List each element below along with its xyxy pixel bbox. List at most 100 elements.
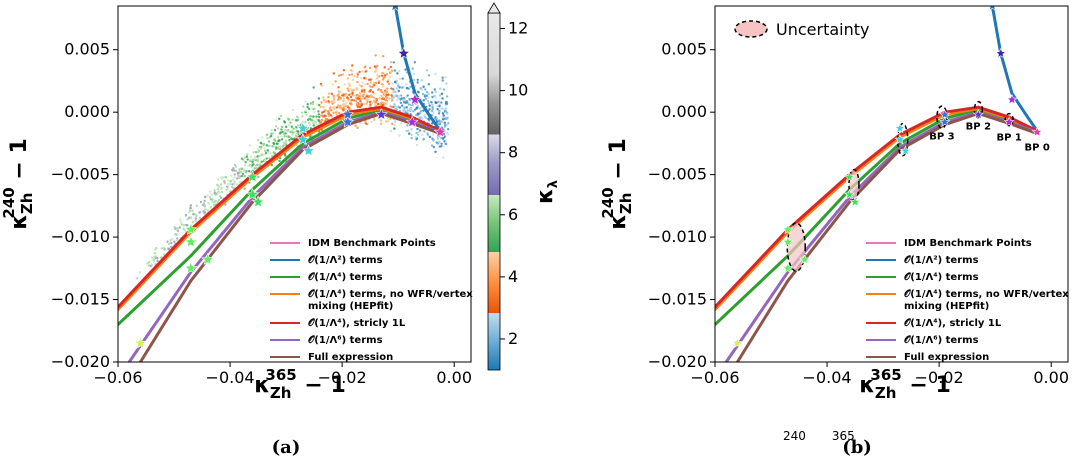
scatter-point [317,115,321,119]
scatter-point [385,72,388,76]
scatter-point [253,155,256,159]
scatter-point [352,94,356,97]
y-tick-label: −0.020 [51,352,110,371]
colorbar-tick-label: 4 [508,267,518,286]
scatter-point [229,183,232,186]
scatter-point [241,172,245,176]
scatter-point [423,95,427,98]
benchmark-star [1003,116,1015,127]
scatter-point [282,141,286,144]
colorbar-tick-label: 6 [508,205,518,224]
scatter-point [409,85,412,88]
scatter-point [278,117,281,121]
scatter-point [290,137,293,140]
scatter-point [202,202,206,205]
benchmark-star [391,6,400,12]
scatter-point [427,82,431,86]
scatter-point [367,95,370,99]
scatter-point [416,90,420,94]
colorbar-extend-arrow [487,2,501,14]
scatter-point [403,110,406,113]
scatter-point [342,99,345,103]
scatter-point [425,69,429,72]
scatter-point [296,131,299,135]
scatter-point [243,174,246,178]
scatter-point [378,96,382,100]
scatter-point [259,147,263,150]
y-tick-label: −0.015 [648,290,707,309]
scatter-point [410,128,413,131]
scatter-point [398,86,401,89]
benchmark-stars [133,6,447,349]
colorbar-ticks: 2 4 6 8 10 12 [500,19,528,348]
benchmark-star [433,125,447,138]
scatter-point [323,114,326,117]
scatter-point [226,187,229,191]
scatter-point [232,167,235,170]
y-tick-label: −0.010 [51,227,110,246]
scatter-point [381,83,384,86]
scatter-point [398,134,401,137]
y-tick-label: −0.015 [51,290,110,309]
scatter-point [351,70,354,73]
scatter-point [381,85,385,88]
scatter-point [209,206,212,209]
scatter-point [186,218,189,221]
scatter-point [342,109,345,112]
scatter-point [441,97,444,100]
legend-entry: Full expression [904,352,989,363]
scatter-point [275,119,278,122]
scatter-point [321,111,324,114]
scatter-point [422,99,425,102]
benchmark-label: BP 2 [966,121,991,132]
scatter-point [428,107,431,111]
scatter-point [278,156,282,160]
scatter-point [373,118,376,122]
benchmark-star [995,47,1007,59]
x-axis-label: κZh365 − 1 [254,366,346,402]
scatter-point [406,124,409,127]
scatter-point [154,256,158,260]
scatter-point [346,87,349,90]
scatter-point [415,138,418,141]
scatter-point [425,91,429,94]
scatter-point [407,87,410,90]
scatter-point [275,146,278,149]
scatter-point [406,109,409,113]
scatter-point [258,163,262,166]
benchmark-star [341,115,355,128]
scatter-point [386,80,389,83]
scatter-point [444,75,447,79]
scatter-point [327,92,331,95]
scatter-point [376,76,380,79]
scatter-point [431,105,434,109]
scatter-point [376,74,379,77]
benchmark-label: BP 0 [1024,143,1049,154]
scatter-point [422,137,425,140]
scatter-point [218,195,222,198]
scatter-point [349,101,353,104]
scatter-point [394,105,398,109]
scatter-point [289,121,292,124]
scatter-point [206,194,209,197]
y-tick-label: 0.005 [661,40,707,59]
scatter-point [248,163,252,166]
scatter-point [439,120,443,123]
scatter-point [230,185,234,189]
scatter-point [428,135,432,139]
scatter-point [359,121,362,125]
scatter-point [337,86,340,89]
scatter-point [320,118,324,122]
scatter-point [173,240,176,243]
scatter-point [198,211,201,214]
scatter-point [263,147,266,150]
scatter-point [318,121,322,124]
scatter-point [294,119,298,122]
scatter-point [308,121,311,125]
scatter-point [381,96,385,100]
scatter-point [416,112,420,115]
scatter-point [399,101,403,105]
scatter-point [176,233,179,236]
scatter-point [352,89,355,92]
scatter-point [345,101,348,104]
